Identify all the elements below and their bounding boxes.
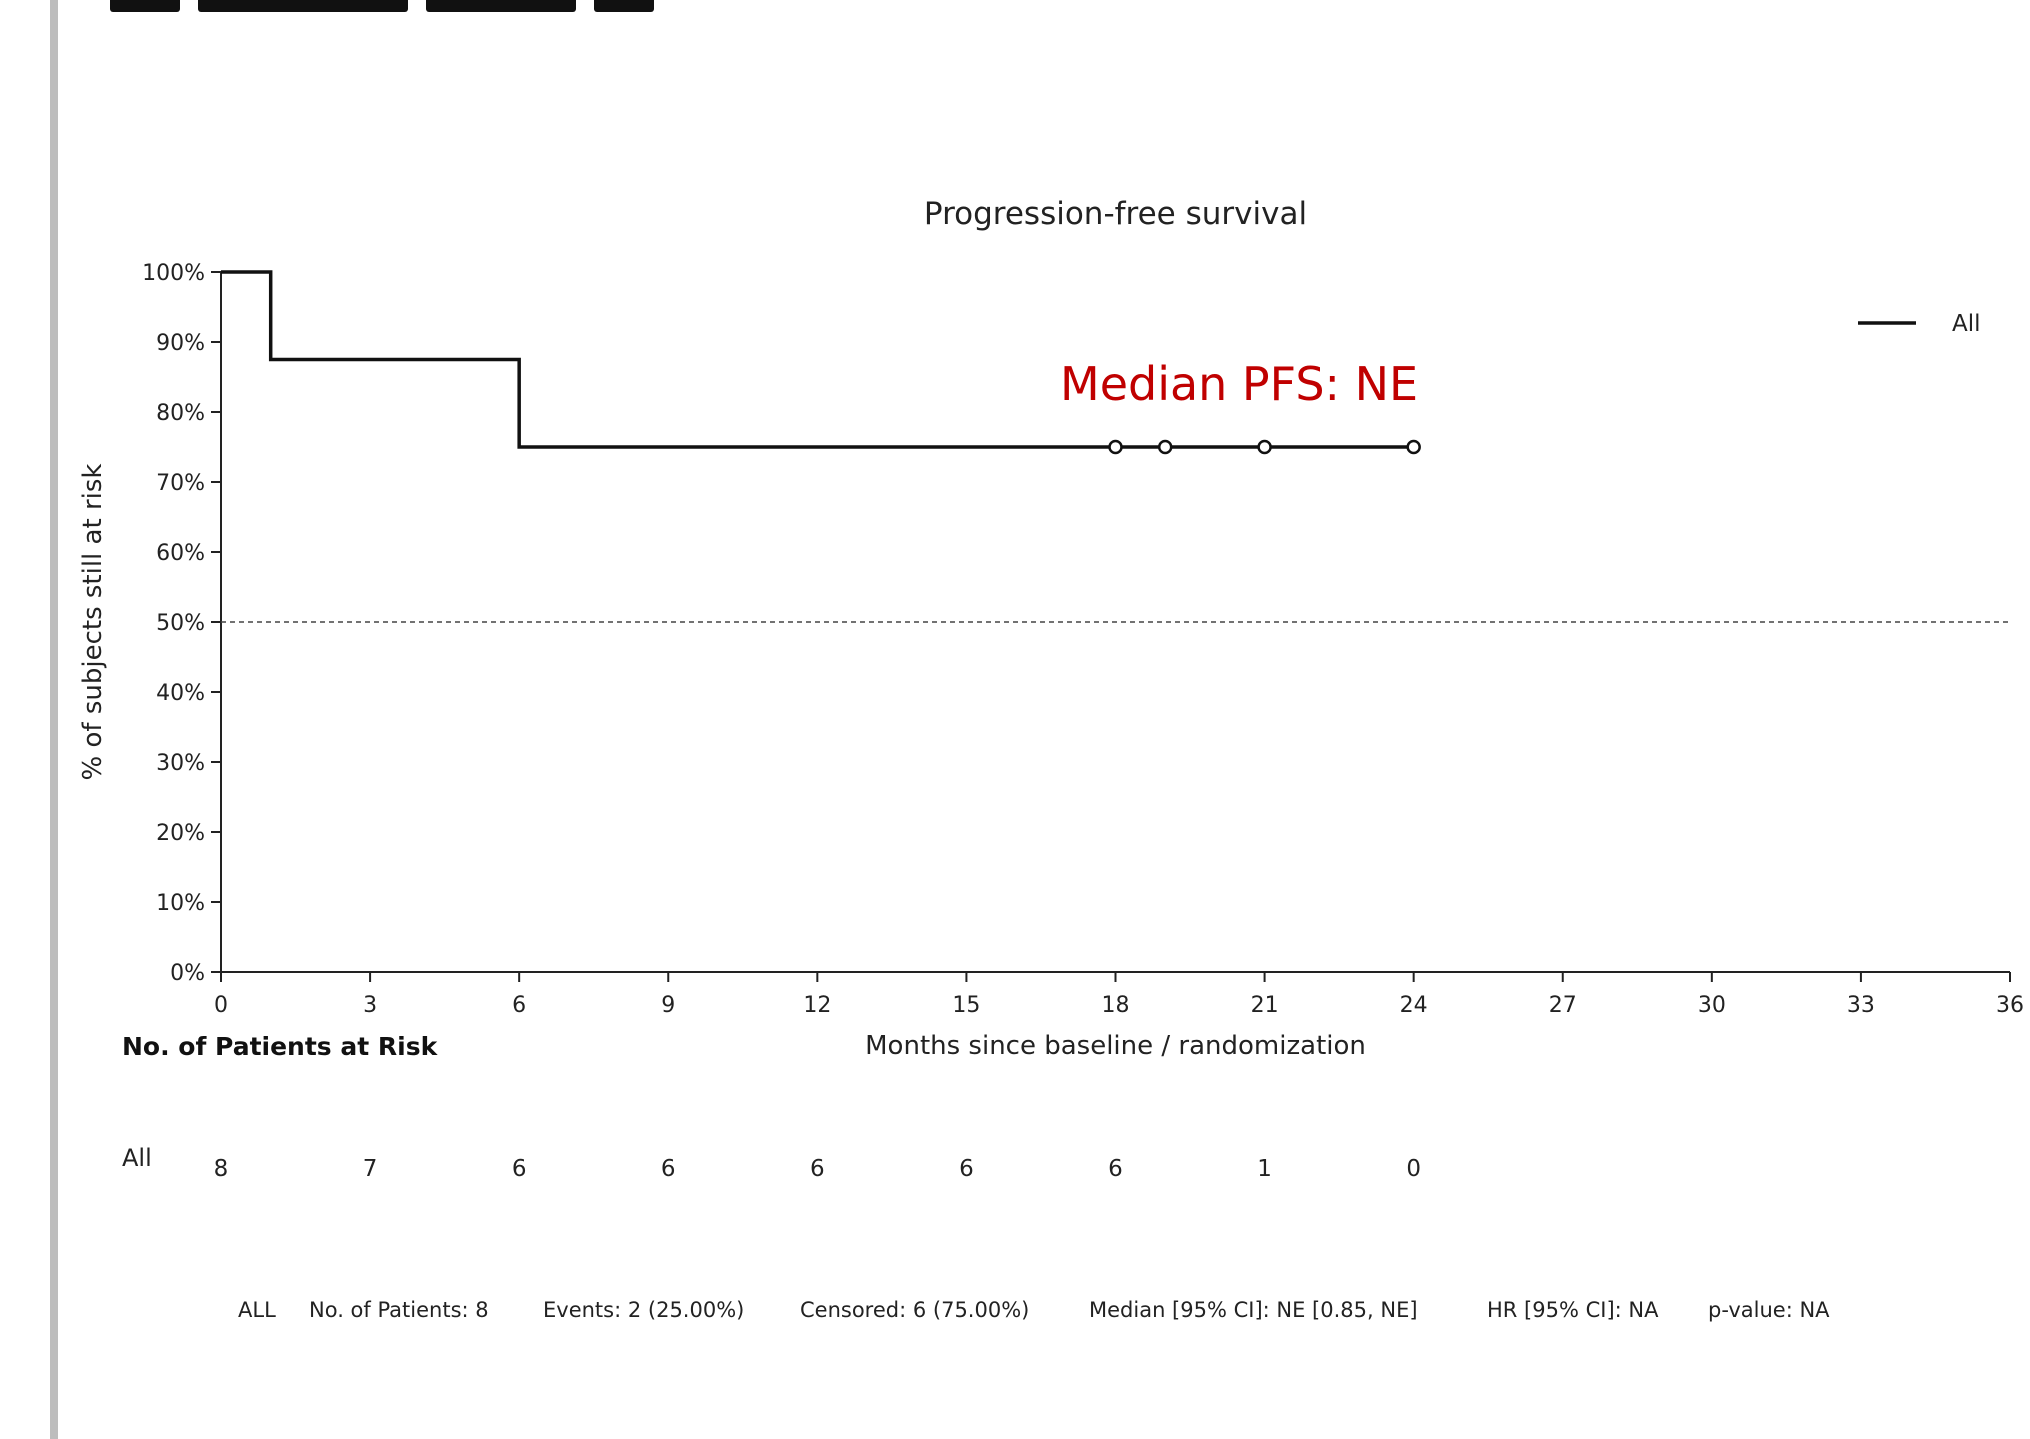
y-tick-label: 70% <box>156 471 205 496</box>
y-tick-label: 20% <box>156 821 205 846</box>
y-tick-label: 90% <box>156 331 205 356</box>
x-tick-label: 36 <box>1996 993 2024 1018</box>
footer-median: Median [95% CI]: NE [0.85, NE] <box>1089 1298 1418 1322</box>
legend-label: All <box>1952 311 1981 337</box>
page-left-border <box>50 0 58 1439</box>
risk-count: 6 <box>512 1156 527 1182</box>
median-pfs-annotation: Median PFS: NE <box>1060 357 1418 411</box>
x-tick-label: 27 <box>1549 993 1577 1018</box>
y-tick-label: 50% <box>156 611 205 636</box>
x-tick-label: 33 <box>1847 993 1875 1018</box>
x-tick-label: 9 <box>661 993 675 1018</box>
footer-events: Events: 2 (25.00%) <box>543 1298 745 1322</box>
x-axis-title: Months since baseline / randomization <box>865 1031 1366 1061</box>
footer-patients: No. of Patients: 8 <box>309 1298 489 1322</box>
x-tick-label: 15 <box>952 993 980 1018</box>
risk-count: 6 <box>661 1156 676 1182</box>
y-tick-label: 0% <box>170 961 205 986</box>
censor-mark <box>1406 439 1421 455</box>
y-tick-label: 40% <box>156 681 205 706</box>
censor-mark <box>1157 439 1173 455</box>
summary-footer: ALL No. of Patients: 8 Events: 2 (25.00%… <box>0 1298 2030 1328</box>
y-tick-label: 60% <box>156 541 205 566</box>
x-tick-label: 18 <box>1102 993 1130 1018</box>
x-tick-label: 24 <box>1400 993 1428 1018</box>
x-tick-label: 12 <box>803 993 831 1018</box>
x-tick-label: 30 <box>1698 993 1726 1018</box>
y-tick-label: 100% <box>142 261 205 286</box>
footer-censored: Censored: 6 (75.00%) <box>800 1298 1030 1322</box>
x-tick-label: 6 <box>512 993 526 1018</box>
cropped-heading-fragment <box>110 0 750 12</box>
risk-count: 6 <box>1108 1156 1123 1182</box>
risk-count: 6 <box>810 1156 825 1182</box>
x-tick-label: 3 <box>363 993 377 1018</box>
footer-pvalue: p-value: NA <box>1708 1298 1830 1322</box>
risk-count: 7 <box>363 1156 378 1182</box>
chart-title: Progression-free survival <box>924 196 1307 232</box>
footer-group: ALL <box>238 1298 276 1322</box>
y-tick-label: 30% <box>156 751 205 776</box>
x-tick-label: 0 <box>214 993 228 1018</box>
risk-table-title: No. of Patients at Risk <box>122 1032 438 1061</box>
y-tick-label: 10% <box>156 891 205 916</box>
risk-count: 0 <box>1406 1156 1421 1182</box>
risk-count: 6 <box>959 1156 974 1182</box>
x-tick-label: 21 <box>1251 993 1279 1018</box>
km-step-line-all <box>221 270 1414 449</box>
censor-mark <box>1108 439 1123 455</box>
y-axis-title: % of subjects still at risk <box>78 464 108 781</box>
risk-count: 1 <box>1257 1156 1272 1182</box>
y-tick-label: 80% <box>156 401 205 426</box>
risk-row-label: All <box>122 1144 152 1172</box>
footer-hr: HR [95% CI]: NA <box>1487 1298 1659 1322</box>
risk-count: 8 <box>214 1156 229 1182</box>
censor-mark <box>1257 439 1272 455</box>
